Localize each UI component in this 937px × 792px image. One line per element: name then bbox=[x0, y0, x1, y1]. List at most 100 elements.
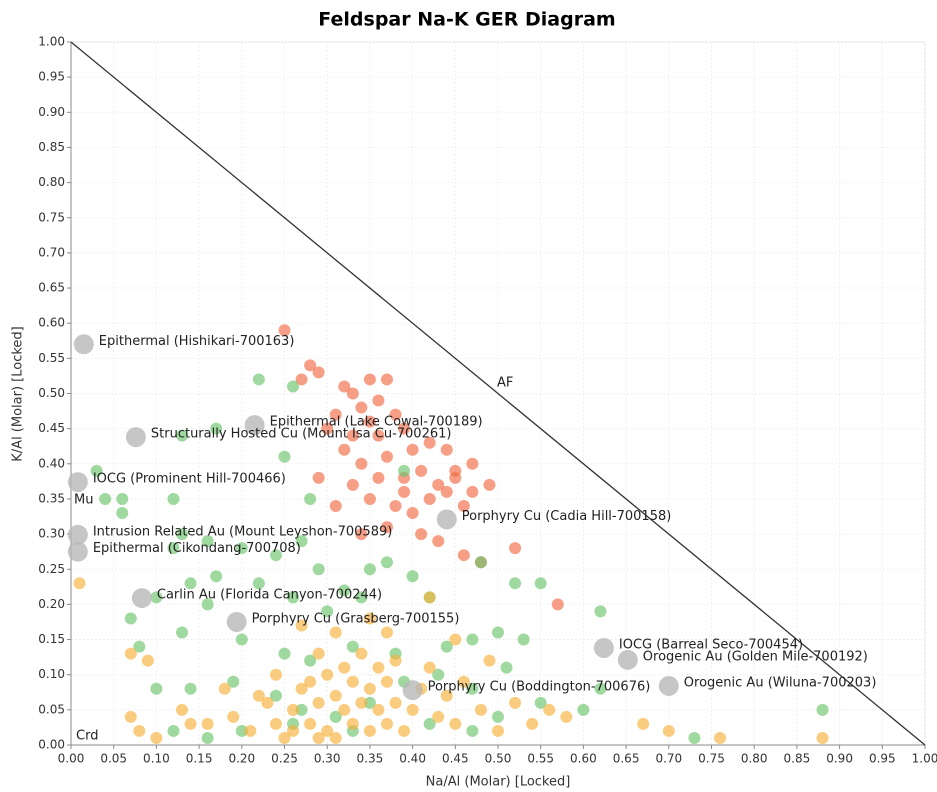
y-tick-label: 0.25 bbox=[38, 562, 65, 576]
point bbox=[269, 717, 282, 730]
point bbox=[560, 710, 573, 723]
point bbox=[380, 626, 393, 639]
point bbox=[278, 731, 291, 744]
point bbox=[380, 675, 393, 688]
point bbox=[363, 696, 376, 709]
point bbox=[449, 717, 462, 730]
point bbox=[380, 450, 393, 463]
point bbox=[304, 654, 317, 667]
x-tick-label: 0.15 bbox=[186, 752, 213, 766]
point bbox=[492, 724, 504, 737]
point bbox=[440, 689, 453, 702]
point bbox=[235, 633, 248, 646]
x-tick-label: 0.05 bbox=[100, 752, 127, 766]
point bbox=[287, 703, 300, 716]
point bbox=[99, 492, 112, 505]
point bbox=[406, 703, 419, 716]
point bbox=[133, 640, 146, 653]
point bbox=[440, 640, 453, 653]
point bbox=[355, 647, 368, 660]
point bbox=[816, 731, 829, 744]
point bbox=[363, 682, 376, 695]
point bbox=[534, 696, 547, 709]
point bbox=[398, 724, 411, 737]
y-tick-label: 0.85 bbox=[38, 140, 65, 154]
y-tick-label: 0.00 bbox=[38, 738, 65, 752]
x-tick-label: 0.35 bbox=[357, 752, 384, 766]
y-tick-label: 0.30 bbox=[38, 527, 65, 541]
point bbox=[329, 710, 342, 723]
annotation-label: Porphyry Cu (Grasberg-700155) bbox=[252, 611, 460, 626]
point bbox=[210, 422, 223, 435]
point bbox=[406, 443, 419, 456]
point bbox=[235, 542, 248, 555]
point bbox=[184, 682, 197, 695]
point bbox=[432, 478, 445, 491]
point bbox=[594, 605, 607, 618]
point bbox=[252, 373, 265, 386]
y-tick-label: 0.50 bbox=[38, 386, 65, 400]
y-tick-label: 0.45 bbox=[38, 421, 65, 435]
point bbox=[133, 724, 146, 737]
x-tick-label: 0.60 bbox=[570, 752, 597, 766]
point bbox=[380, 556, 393, 569]
y-tick-label: 0.10 bbox=[38, 667, 65, 681]
point bbox=[543, 703, 556, 716]
reference-point bbox=[67, 541, 88, 562]
point bbox=[201, 535, 214, 548]
x-tick-label: 0.10 bbox=[143, 752, 170, 766]
point bbox=[295, 373, 308, 386]
point bbox=[227, 675, 240, 688]
point bbox=[551, 598, 564, 611]
reference-point bbox=[226, 611, 247, 632]
point bbox=[235, 724, 248, 737]
y-tick-label: 0.35 bbox=[38, 491, 65, 505]
reference-point bbox=[67, 472, 88, 493]
x-tick-label: 0.25 bbox=[271, 752, 298, 766]
point bbox=[440, 485, 453, 498]
point bbox=[483, 654, 496, 667]
point bbox=[304, 675, 317, 688]
point bbox=[227, 710, 240, 723]
y-tick-label: 0.55 bbox=[38, 351, 65, 365]
point bbox=[406, 570, 419, 583]
point bbox=[338, 443, 351, 456]
point bbox=[269, 549, 282, 562]
x-axis-label: Na/Al (Molar) [Locked] bbox=[426, 775, 571, 790]
point bbox=[244, 724, 257, 737]
point bbox=[423, 661, 436, 674]
point bbox=[176, 626, 189, 639]
point bbox=[577, 703, 590, 716]
point bbox=[372, 703, 385, 716]
point bbox=[346, 717, 359, 730]
point bbox=[380, 521, 393, 534]
point bbox=[278, 647, 291, 660]
point bbox=[73, 577, 86, 590]
x-tick-label: 0.50 bbox=[485, 752, 512, 766]
region-label: Crd bbox=[76, 729, 98, 744]
x-tick-label: 0.70 bbox=[655, 752, 682, 766]
region-label: Mu bbox=[74, 493, 93, 508]
point bbox=[517, 633, 530, 646]
point bbox=[176, 429, 189, 442]
x-tick-label: 0.65 bbox=[613, 752, 640, 766]
point bbox=[338, 380, 351, 393]
point bbox=[167, 724, 180, 737]
point bbox=[295, 682, 308, 695]
reference-point bbox=[658, 675, 679, 696]
point bbox=[124, 647, 137, 660]
y-tick-label: 0.15 bbox=[38, 632, 65, 646]
x-tick-label: 0.30 bbox=[314, 752, 341, 766]
x-tick-label: 0.20 bbox=[228, 752, 255, 766]
y-tick-label: 0.80 bbox=[38, 175, 65, 189]
point bbox=[509, 542, 522, 555]
point bbox=[449, 464, 462, 477]
point bbox=[312, 696, 325, 709]
annotation-label: Porphyry Cu (Boddington-700676) bbox=[428, 680, 651, 695]
point bbox=[466, 682, 479, 695]
point bbox=[534, 577, 547, 590]
annotation-label: Orogenic Au (Golden Mile-700192) bbox=[643, 649, 868, 664]
reference-point bbox=[67, 524, 88, 545]
point bbox=[338, 703, 351, 716]
point bbox=[380, 717, 393, 730]
